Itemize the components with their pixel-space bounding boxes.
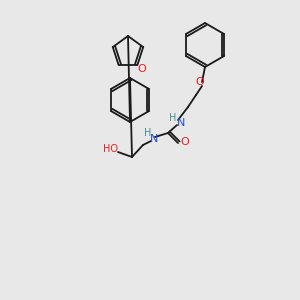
- Text: H: H: [144, 128, 152, 138]
- Text: N: N: [150, 134, 158, 144]
- Text: N: N: [177, 118, 185, 128]
- Text: O: O: [137, 64, 146, 74]
- Text: O: O: [181, 137, 189, 147]
- Text: O: O: [196, 77, 204, 87]
- Text: HO: HO: [103, 144, 118, 154]
- Text: H: H: [169, 113, 177, 123]
